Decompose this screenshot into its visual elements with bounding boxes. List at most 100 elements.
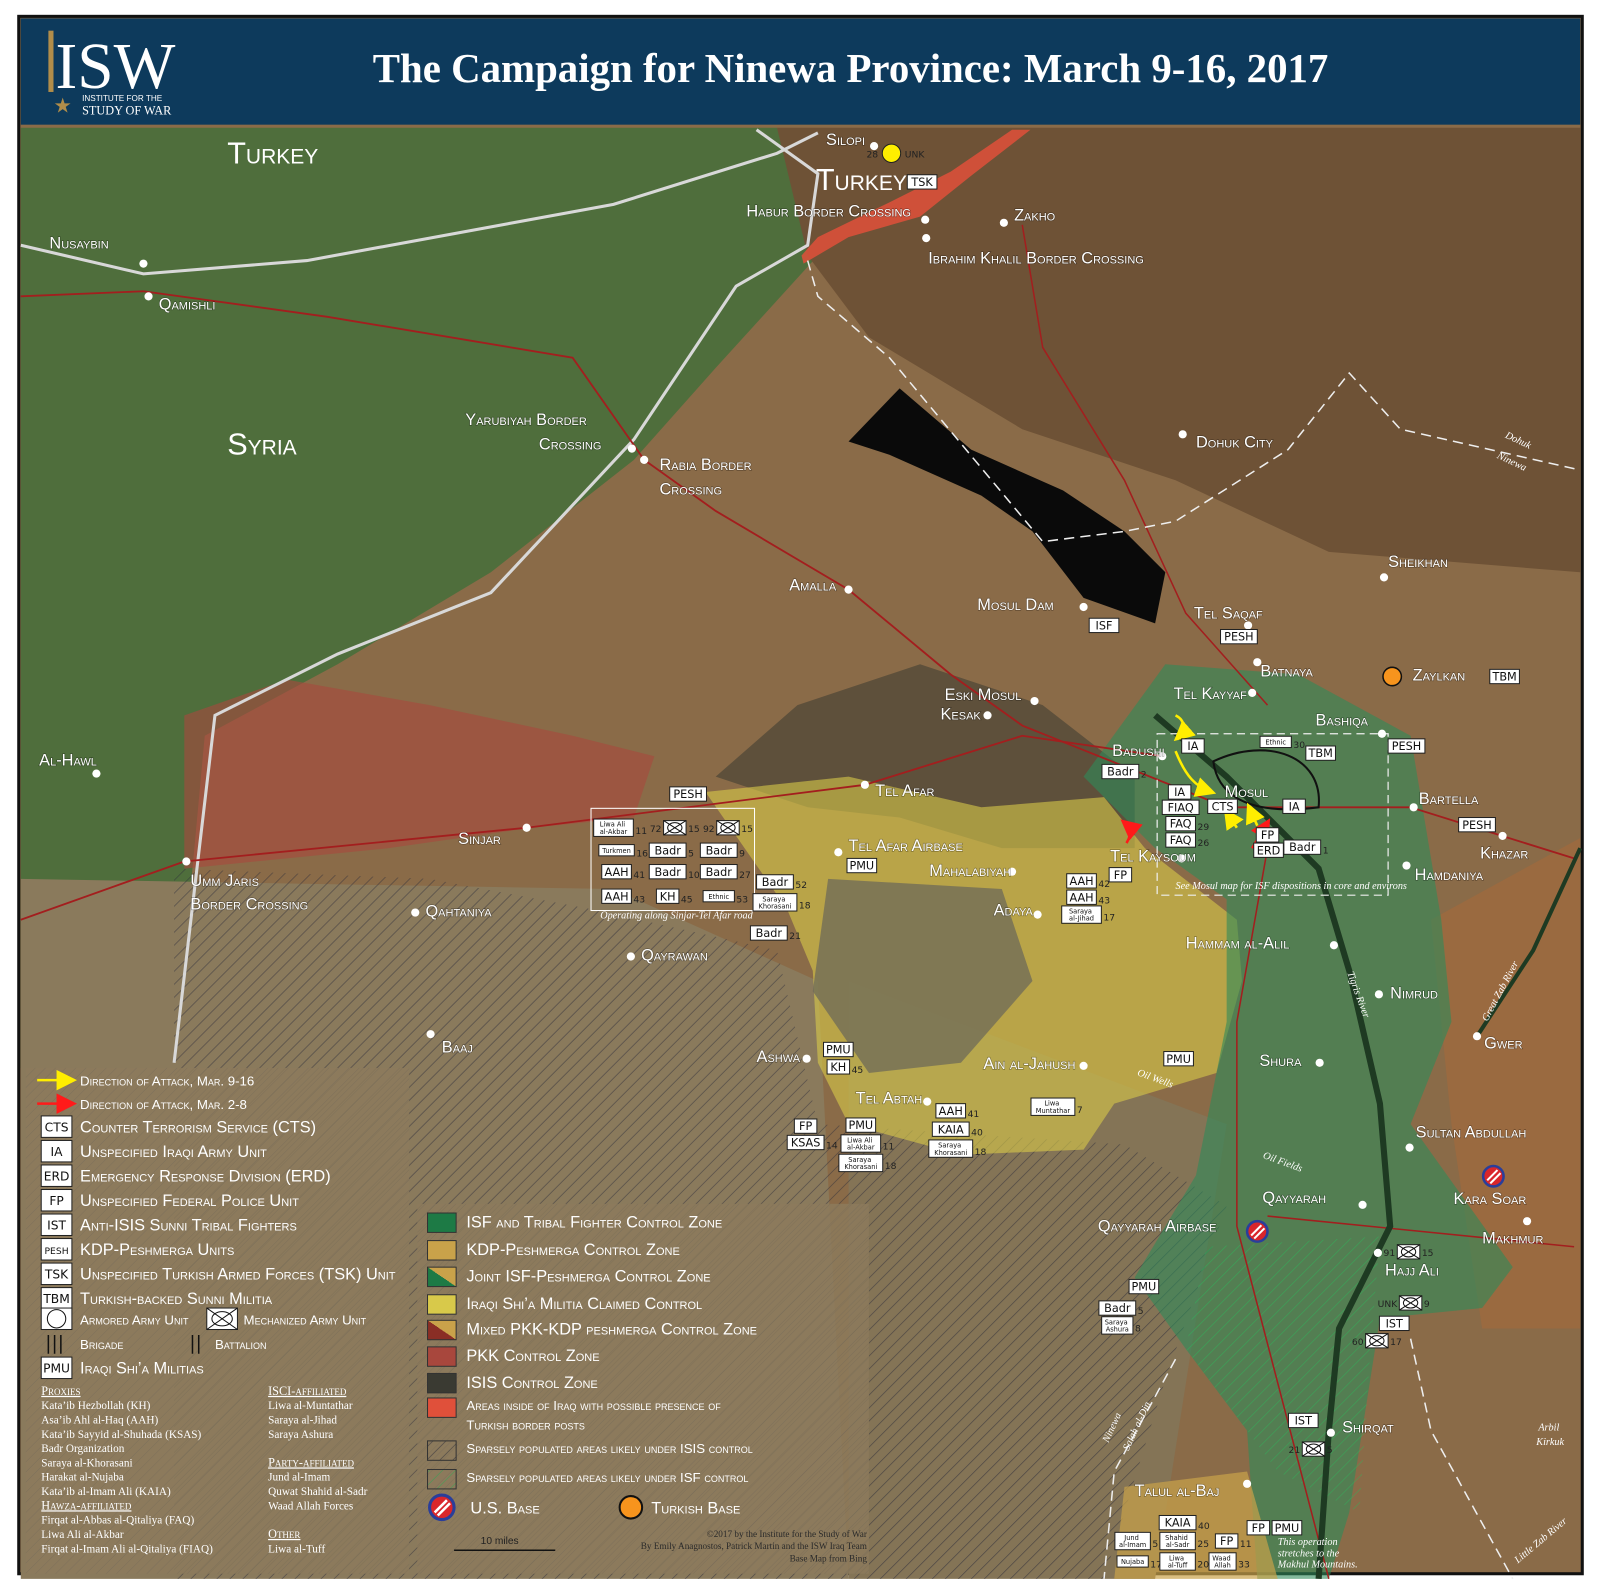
town-dot-icon [1253,658,1262,667]
legend-item: PESH KDP-Peshmerga Units [40,1238,234,1261]
unit-marker: PESH [1458,817,1496,833]
unit-code: PESH [673,788,702,801]
place-label: Eski Mosul [945,686,1022,704]
battalion-icon: || [189,1333,201,1354]
place-label: Tel Afar [875,782,934,800]
unit-code: Liwa Muntathar [1036,1100,1071,1115]
place-label: Kesak [941,705,982,723]
place-label: Zakho [1014,207,1056,225]
unknown-unit-icon [881,143,902,163]
legend-brigade: Brigade [80,1337,123,1352]
unit-number: 11 [1240,1539,1252,1550]
unit-number: UNK [905,149,926,160]
unit-number: 5 [1138,1306,1144,1317]
mechanized-unit-icon: 60 17 [1352,1333,1402,1349]
town-dot-icon [626,952,635,961]
place-label: Ain al-Jahush [983,1055,1075,1073]
unit-marker: Saraya al-Jihad 17 [1061,905,1115,924]
unit-marker: Ethnic 53 [702,890,748,905]
zone-swatch [427,1346,457,1367]
proxy-heading: Hawza-affiliated [41,1498,132,1512]
mechanized-unit-icon: 28 UNK [866,149,925,160]
place-label: Border Crossing [190,895,308,913]
unit-number: 25 [1197,1539,1209,1550]
place-label: Tel Kaysoum [1110,847,1196,865]
unit-marker: Liwa Muntathar 7 [1030,1097,1083,1116]
proxy-item: Firqat al-Abbas al-Qitaliya (FAQ) [41,1515,194,1527]
unit-number: 40 [1198,1521,1210,1532]
proxy-item: Saraya al-Khorasani [41,1457,132,1469]
town-dot-icon [1315,1058,1324,1067]
zone-legend: ISF and Tribal Fighter Control Zone KDP-P… [417,1203,869,1574]
logo-subtitle-1: INSTITUTE FOR THE [82,94,163,103]
unit-marker: Badr 52 [756,874,807,891]
town-dot-icon [1079,1061,1088,1070]
mosul-dam-lake [848,388,1166,624]
unit-marker: PMU [822,1041,854,1058]
zone-swatch [427,1372,457,1394]
town-dot-icon [1409,803,1418,812]
header: ISW INSTITUTE FOR THE STUDY OF WAR ★ The… [20,18,1581,125]
legend-attack-9-16: Direction of Attack, Mar. 9-16 [80,1073,254,1088]
zone-swatch [427,1440,457,1461]
town-dot-icon [627,444,636,453]
town-dot-icon [1358,1200,1367,1209]
unit-code: Saraya al-Jihad [1069,908,1094,923]
zone-label: Mixed PKK-KDP peshmerga Control Zone [466,1321,757,1339]
town-dot-icon [1326,1428,1335,1437]
unit-marker: Jund al-Imam 5 [1114,1531,1158,1551]
unit-marker: Shahid al-Sadr 25 [1159,1531,1209,1551]
unit-number: 17 [1103,913,1115,924]
unit-code: Badr [1104,1302,1131,1315]
unit-code: Badr [654,844,681,857]
unit-marker: AAH 43 [601,888,645,905]
place-label: Batnaya [1260,663,1313,681]
unit-code: KH [660,890,676,903]
unit-marker: Saraya Khorasani 18 [928,1139,987,1158]
town-dot-icon [922,234,931,243]
unit-number: 5 [688,848,694,859]
zone-label: Areas inside of Iraq with possible prese… [466,1398,721,1413]
town-dot-icon [92,769,101,778]
zone-swatch [427,1266,457,1288]
unit-marker: AAH 42 [1066,873,1110,890]
town-dot-icon [1522,1217,1532,1226]
unit-number: 45 [681,894,693,905]
country-label: Turkey [816,163,907,197]
place-label: Umm Jaris [190,872,259,890]
zone-label: Iraqi Shi’a Militia Claimed Control [466,1295,702,1313]
unit-number: 16 [636,848,648,859]
unit-marker: PESH [669,786,708,802]
town-dot-icon [1374,990,1383,999]
unit-number: 33 [1238,1560,1250,1571]
unit-marker: CTS [1207,798,1238,814]
map-note: Makhul Mountains. [1277,1560,1358,1571]
unit-code: Nujaba [1121,1558,1144,1566]
turkish-base-icon [1382,666,1403,687]
mechanized-unit-icon: 92 15 [703,820,753,836]
proxy-item: Firqat al-Imam Ali al-Qitaliya (FIAQ) [41,1543,213,1555]
place-labels: Turkey Syria Turkey Nusaybin Qamishli Silopi H… [39,130,1544,1500]
place-label: Crossing [659,481,722,499]
unit-marker: AAH 43 [1066,889,1110,906]
unit-marker: FAQ 26 [1165,832,1209,849]
unit-code: FIAQ [1168,801,1194,814]
unit-code: FAQ [1170,818,1192,831]
map-note: See Mosul map for ISF dispositions in co… [1176,881,1407,892]
place-label: Hammam al-Alil [1186,934,1290,952]
turkish-border-posts-zone [801,129,1031,264]
unit-code: KSAS [791,1137,821,1150]
town-dot-icon [1379,573,1389,582]
legend-item: FP Unspecified Federal Police Unit [40,1188,299,1212]
unit-number: 41 [633,870,645,881]
unit-number: 21 [789,931,801,942]
town-dot-icon [426,1030,435,1039]
town-dot-icon [923,1097,932,1106]
unit-code: Jund al-Imam [1119,1534,1146,1549]
place-label: Ibrahim Khalil Border Crossing [928,250,1144,268]
unit-number: 72 [650,824,662,835]
legend-item: TBM Turkish-backed Sunni Militia [40,1287,273,1310]
legend-unit-label: Emergency Response Division (ERD) [80,1167,331,1185]
unit-number: 27 [739,870,751,881]
